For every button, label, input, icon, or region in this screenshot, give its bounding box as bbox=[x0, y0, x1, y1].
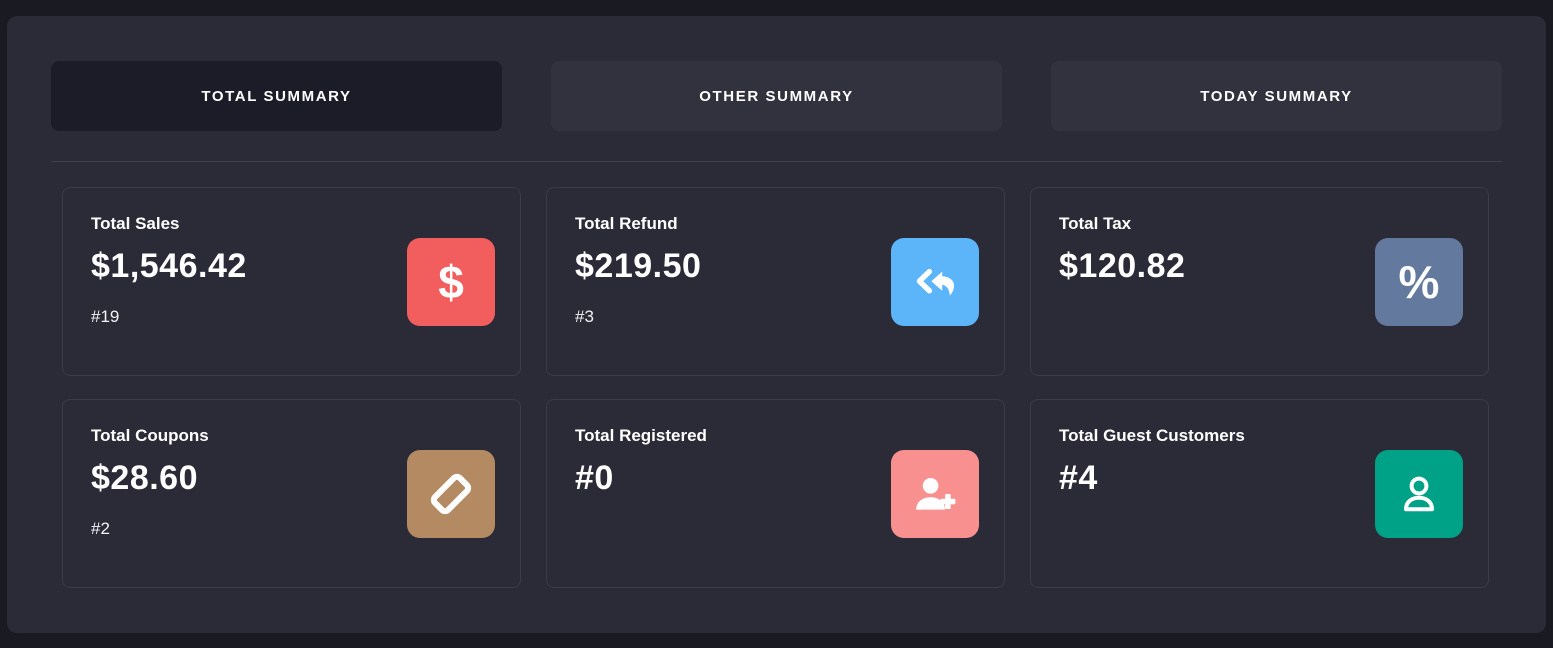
card-count: #2 bbox=[91, 519, 110, 538]
card-title: Total Refund bbox=[575, 214, 678, 233]
ticket-glyph bbox=[430, 473, 472, 515]
card-title: Total Coupons bbox=[91, 426, 209, 445]
card-total-tax: Total Tax $120.82 % bbox=[1030, 187, 1489, 376]
percent-icon: % bbox=[1375, 238, 1463, 326]
summary-panel: TOTAL SUMMARY OTHER SUMMARY TODAY SUMMAR… bbox=[7, 16, 1546, 633]
card-title: Total Tax bbox=[1059, 214, 1132, 233]
reply-all-icon bbox=[891, 238, 979, 326]
tab-total-summary[interactable]: TOTAL SUMMARY bbox=[51, 61, 502, 131]
card-title: Total Sales bbox=[91, 214, 180, 233]
card-value: $1,546.42 bbox=[91, 247, 247, 285]
dollar-glyph: $ bbox=[438, 256, 464, 308]
tab-other-summary[interactable]: OTHER SUMMARY bbox=[551, 61, 1002, 131]
card-value: $28.60 bbox=[91, 459, 198, 497]
card-total-refund: Total Refund $219.50 #3 bbox=[546, 187, 1005, 376]
card-total-coupons: Total Coupons $28.60 #2 bbox=[62, 399, 521, 588]
user-icon bbox=[1375, 450, 1463, 538]
card-title: Total Registered bbox=[575, 426, 707, 445]
card-total-guest-customers: Total Guest Customers #4 bbox=[1030, 399, 1489, 588]
user-plus-glyph bbox=[916, 478, 956, 510]
summary-tabs: TOTAL SUMMARY OTHER SUMMARY TODAY SUMMAR… bbox=[7, 16, 1546, 131]
card-title: Total Guest Customers bbox=[1059, 426, 1245, 445]
card-value: $120.82 bbox=[1059, 247, 1186, 285]
tab-today-summary[interactable]: TODAY SUMMARY bbox=[1051, 61, 1502, 131]
card-count: #3 bbox=[575, 307, 594, 326]
card-count: #19 bbox=[91, 307, 120, 326]
card-value: #0 bbox=[575, 459, 614, 497]
card-value: $219.50 bbox=[575, 247, 702, 285]
card-total-sales: Total Sales $1,546.42 #19 $ bbox=[62, 187, 521, 376]
card-value: #4 bbox=[1059, 459, 1098, 497]
user-plus-icon bbox=[891, 450, 979, 538]
reply-all-glyph bbox=[916, 268, 955, 296]
tabs-divider bbox=[51, 161, 1502, 162]
percent-glyph: % bbox=[1398, 256, 1440, 308]
dollar-icon: $ bbox=[407, 238, 495, 326]
card-total-registered: Total Registered #0 bbox=[546, 399, 1005, 588]
user-glyph bbox=[1404, 476, 1434, 512]
stats-grid: Total Sales $1,546.42 #19 $ Total Refund… bbox=[7, 162, 1546, 588]
ticket-icon bbox=[407, 450, 495, 538]
